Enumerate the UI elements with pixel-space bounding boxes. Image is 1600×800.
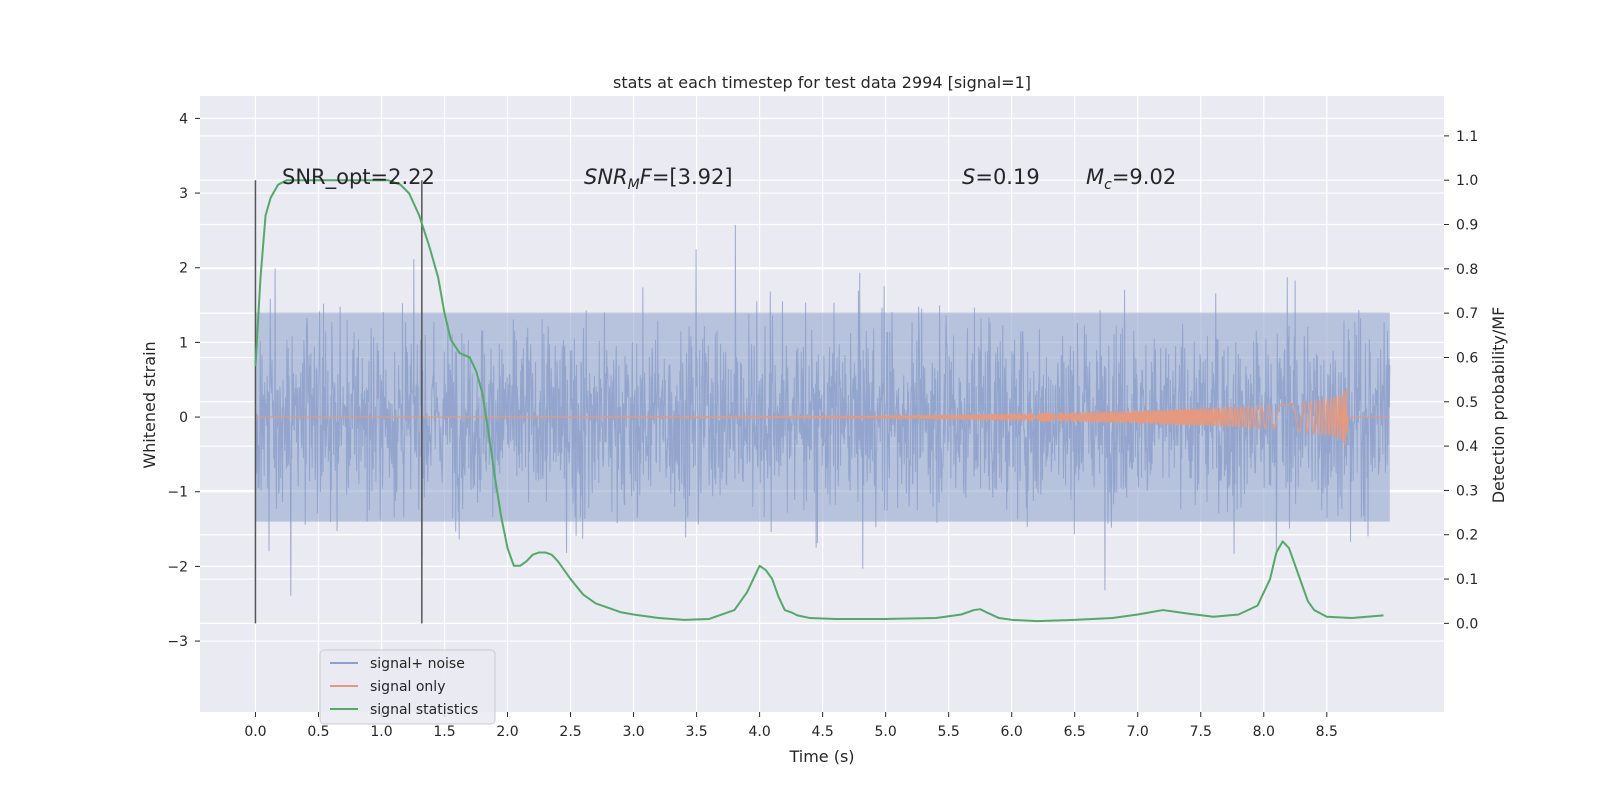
- legend-label-signal-only: signal only: [370, 679, 445, 695]
- annotation-s: S=0.19: [962, 165, 1040, 189]
- x-tick-label: 5.0: [875, 724, 897, 740]
- chart-title: stats at each timestep for test data 299…: [613, 73, 1031, 92]
- annotation-mc-value: =9.02: [1112, 165, 1176, 189]
- x-tick-label: 3.5: [685, 724, 707, 740]
- y-tick-label-right: 0.3: [1456, 483, 1478, 499]
- signal-statistics-trace: [254, 179, 1384, 623]
- y-tick-label-left: −1: [167, 485, 188, 501]
- y-axis-label-right: Detection probability/MF: [1489, 307, 1508, 504]
- x-tick-label: 4.5: [811, 724, 833, 740]
- x-tick-label: 4.0: [748, 724, 770, 740]
- x-tick-label: 2.5: [559, 724, 581, 740]
- y-tick-label-right: 0.2: [1456, 528, 1478, 544]
- ticks: 0.0 0.5 1.0 1.5 2.0 2.5 3.0 3.5 4.0 4.5 5.0 5.5 6.0 6…: [167, 111, 1478, 740]
- annotation-s-value: =0.19: [975, 165, 1039, 189]
- y-tick-label-right: 0.9: [1456, 218, 1478, 234]
- y-tick-label-left: 0: [179, 410, 188, 426]
- y-tick-label-left: 2: [179, 261, 188, 277]
- y-tick-label-right: 0.7: [1456, 306, 1478, 322]
- y-tick-label-right: 0.6: [1456, 350, 1478, 366]
- x-tick-label: 0.5: [307, 724, 329, 740]
- y-tick-label-right: 0.1: [1456, 572, 1478, 588]
- x-tick-label: 6.0: [1001, 724, 1023, 740]
- y-tick-label-left: 4: [179, 111, 188, 127]
- legend-label-stats: signal statistics: [370, 702, 478, 718]
- y-tick-label-left: 3: [179, 186, 188, 202]
- series-signal-statistics: [254, 179, 1384, 623]
- y-tick-label-right: 1.1: [1456, 129, 1478, 145]
- x-tick-label: 1.0: [370, 724, 392, 740]
- x-tick-label: 8.5: [1316, 724, 1338, 740]
- y-tick-label-right: 0.4: [1456, 439, 1478, 455]
- y-tick-label-right: 0.8: [1456, 262, 1478, 278]
- legend-box: [319, 649, 496, 725]
- x-tick-label: 1.5: [433, 724, 455, 740]
- x-tick-label: 6.5: [1064, 724, 1086, 740]
- y-tick-label-left: −2: [167, 559, 188, 575]
- y-tick-label-right: 0.5: [1456, 395, 1478, 411]
- y-tick-label-left: 1: [179, 335, 188, 351]
- x-tick-label: 7.0: [1127, 724, 1149, 740]
- y-axis-label-left: Whitened strain: [140, 341, 159, 468]
- annotation-snr-mf-value: =[3.92]: [652, 165, 733, 189]
- x-tick-label: 2.0: [496, 724, 518, 740]
- x-tick-label: 8.0: [1253, 724, 1275, 740]
- series-signal-only: [255, 387, 1390, 446]
- legend: signal+ noise signal only signal statist…: [319, 649, 496, 725]
- x-tick-label: 0.0: [244, 724, 266, 740]
- y-tick-label-right: 0.0: [1456, 616, 1478, 632]
- annotation-mc: Mc=9.02: [1086, 165, 1176, 193]
- annotation-snr-opt: SNR_opt=2.22: [282, 165, 435, 190]
- y-tick-label-left: −3: [167, 634, 188, 650]
- annotation-snr-mf: SNRMF=[3.92]: [584, 165, 733, 193]
- x-tick-label: 7.5: [1190, 724, 1212, 740]
- y-tick-label-right: 1.0: [1456, 173, 1478, 189]
- signal-only-trace: [255, 387, 1390, 446]
- x-axis-label: Time (s): [788, 747, 854, 766]
- legend-label-noise: signal+ noise: [370, 656, 465, 672]
- x-tick-label: 5.5: [938, 724, 960, 740]
- marker-lines: [254, 180, 423, 624]
- x-tick-label: 3.0: [622, 724, 644, 740]
